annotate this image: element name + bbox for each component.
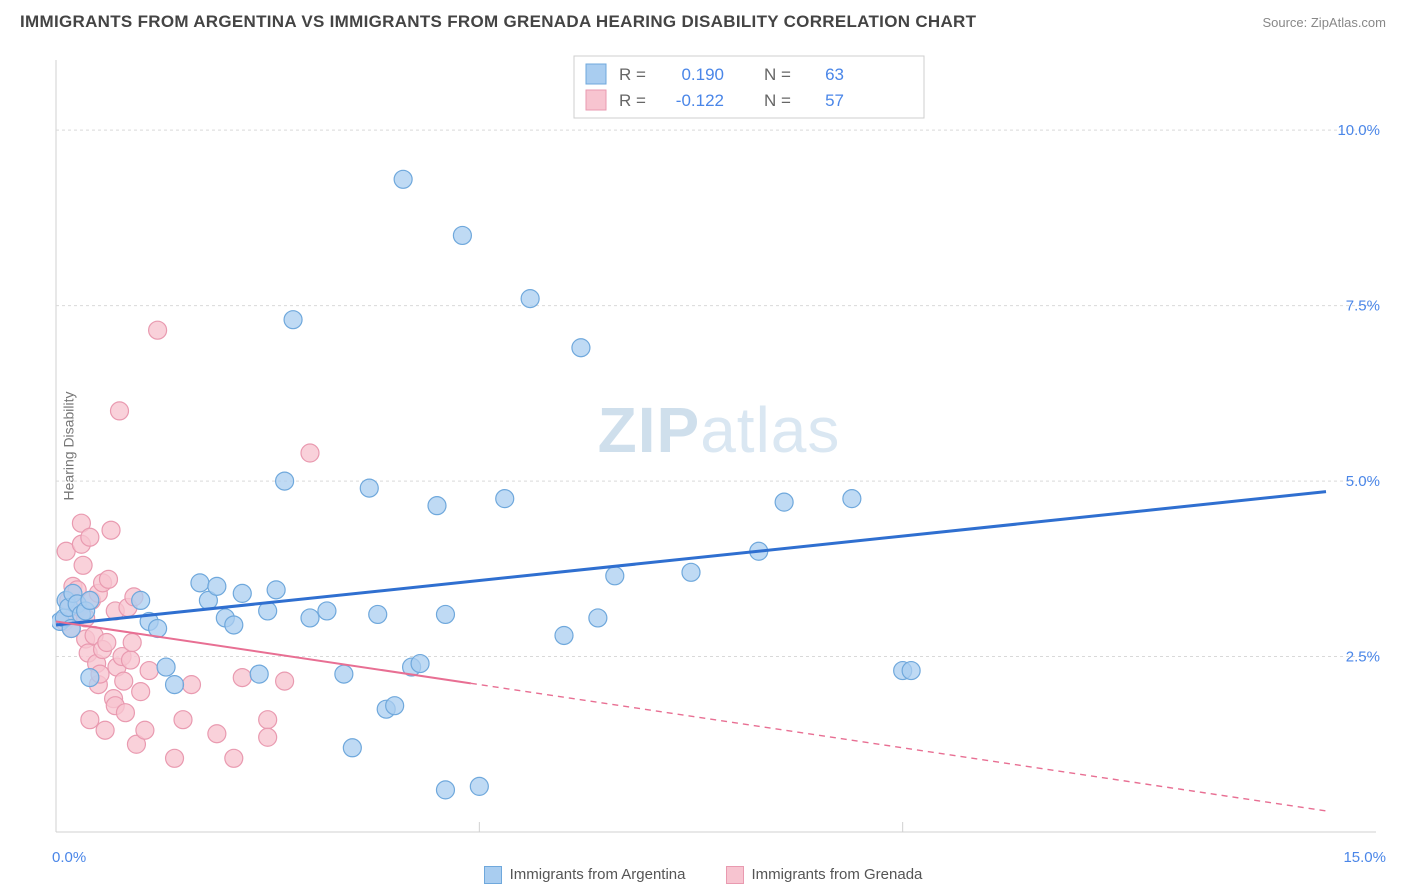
svg-text:N =: N = <box>764 65 791 84</box>
plot-area: 2.5% 5.0% 7.5% 10.0% R = 0.190 N = 63 R = -0.122 N… <box>52 50 1386 842</box>
legend-label-grenada: Immigrants from Grenada <box>752 866 923 883</box>
legend-label-argentina: Immigrants from Argentina <box>510 866 686 883</box>
svg-text:-0.122: -0.122 <box>676 91 724 110</box>
svg-text:63: 63 <box>825 65 844 84</box>
source-link[interactable]: ZipAtlas.com <box>1311 15 1386 30</box>
svg-text:0.190: 0.190 <box>681 65 724 84</box>
x-axis-ticks: 0.0% 15.0% <box>52 849 1386 866</box>
svg-text:R =: R = <box>619 91 646 110</box>
chart-title: IMMIGRANTS FROM ARGENTINA VS IMMIGRANTS … <box>20 12 976 32</box>
svg-text:7.5%: 7.5% <box>1346 298 1380 315</box>
svg-text:10.0%: 10.0% <box>1337 122 1380 139</box>
svg-text:N =: N = <box>764 91 791 110</box>
svg-text:57: 57 <box>825 91 844 110</box>
svg-text:R =: R = <box>619 65 646 84</box>
source-label: Source: <box>1262 15 1310 30</box>
bottom-legend: Immigrants from Argentina Immigrants fro… <box>0 866 1406 884</box>
x-tick-right: 15.0% <box>1343 849 1386 866</box>
title-bar: IMMIGRANTS FROM ARGENTINA VS IMMIGRANTS … <box>0 0 1406 40</box>
source-credit: Source: ZipAtlas.com <box>1262 15 1386 30</box>
x-tick-left: 0.0% <box>52 849 86 866</box>
legend-swatch-grenada <box>726 866 744 884</box>
legend-swatch-argentina <box>484 866 502 884</box>
svg-text:2.5%: 2.5% <box>1346 649 1380 666</box>
svg-text:5.0%: 5.0% <box>1346 473 1380 490</box>
legend-item-grenada: Immigrants from Grenada <box>726 866 923 884</box>
legend-item-argentina: Immigrants from Argentina <box>484 866 686 884</box>
chart-svg: 2.5% 5.0% 7.5% 10.0% R = 0.190 N = 63 R = -0.122 N… <box>52 50 1386 842</box>
